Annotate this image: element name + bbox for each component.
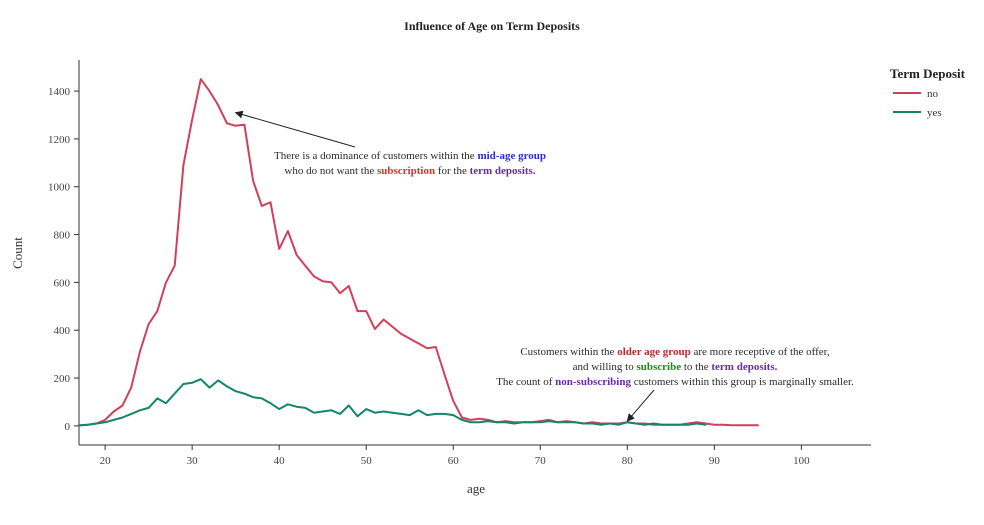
- legend-label-yes: yes: [927, 107, 942, 119]
- x-axis-ticks: 20 30 40 50 60 70 80 90 100: [100, 445, 810, 467]
- y-tick-label: 1400: [48, 86, 71, 98]
- y-tick-label: 1000: [48, 182, 71, 194]
- y-axis-title: Count: [10, 237, 25, 269]
- annotation-segment: subscribe: [636, 361, 681, 373]
- y-tick-label: 800: [54, 230, 71, 242]
- chart-title: Influence of Age on Term Deposits: [404, 19, 580, 33]
- annotation-segment: non-subscribing: [555, 376, 631, 388]
- annotation-line: There is a dominance of customers within…: [274, 150, 546, 162]
- annotation-line: The count of non-subscribing customers w…: [496, 376, 854, 388]
- x-tick-label: 60: [448, 455, 460, 467]
- x-tick-label: 70: [535, 455, 547, 467]
- x-tick-label: 50: [361, 455, 373, 467]
- y-axis-ticks: 0 200 400 600 800 1000 1200 1400: [48, 86, 79, 433]
- annotation: Customers within the older age group are…: [496, 346, 854, 422]
- annotation: There is a dominance of customers within…: [234, 110, 546, 177]
- x-tick-label: 40: [274, 455, 286, 467]
- x-axis-title: age: [467, 481, 485, 496]
- annotation-line: who do not want the subscription for the…: [284, 165, 535, 177]
- annotation-segment: and willing to: [573, 361, 637, 373]
- annotation-arrow: [626, 389, 655, 422]
- annotation-segment: who do not want the: [284, 165, 377, 177]
- annotation-segment: The count of: [496, 376, 555, 388]
- annotation-segment: mid-age group: [477, 150, 546, 162]
- y-tick-label: 1200: [48, 134, 71, 146]
- legend: Term Deposit no yes: [890, 66, 966, 119]
- annotation-segment: older age group: [617, 346, 691, 358]
- annotation-segment: There is a dominance of customers within…: [274, 150, 477, 162]
- annotation-segment: Customers within the: [520, 346, 617, 358]
- y-tick-label: 200: [54, 373, 71, 385]
- annotation-segment: subscription: [377, 165, 435, 177]
- series-layer: [78, 78, 759, 427]
- annotation-arrow: [234, 110, 356, 148]
- annotation-layer: There is a dominance of customers within…: [234, 110, 854, 422]
- x-tick-label: 100: [793, 455, 810, 467]
- annotation-segment: for the: [435, 165, 470, 177]
- annotation-segment: customers within this group is marginall…: [631, 376, 854, 388]
- annotation-line: and willing to subscribe to the term dep…: [573, 361, 778, 373]
- annotation-segment: term deposits.: [470, 165, 536, 177]
- annotation-line: Customers within the older age group are…: [520, 346, 830, 358]
- series-line-yes: [78, 378, 707, 427]
- y-tick-label: 400: [54, 325, 71, 337]
- x-tick-label: 90: [709, 455, 721, 467]
- legend-title: Term Deposit: [890, 66, 966, 81]
- x-tick-label: 20: [100, 455, 112, 467]
- annotation-segment: term deposits.: [711, 361, 777, 373]
- y-tick-label: 600: [54, 277, 71, 289]
- annotation-segment: are more receptive of the offer,: [691, 346, 830, 358]
- annotation-segment: to the: [681, 361, 711, 373]
- x-tick-label: 30: [187, 455, 199, 467]
- series-line-no: [78, 78, 759, 427]
- x-tick-label: 80: [622, 455, 634, 467]
- legend-label-no: no: [927, 88, 939, 100]
- y-tick-label: 0: [65, 421, 71, 433]
